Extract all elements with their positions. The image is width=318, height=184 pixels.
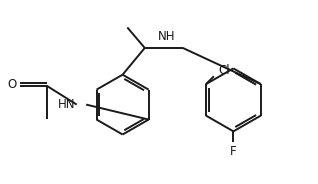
- Text: HN: HN: [58, 98, 75, 111]
- Text: O: O: [7, 78, 17, 91]
- Text: F: F: [230, 145, 237, 158]
- Text: Cl: Cl: [218, 64, 230, 77]
- Text: NH: NH: [158, 30, 176, 43]
